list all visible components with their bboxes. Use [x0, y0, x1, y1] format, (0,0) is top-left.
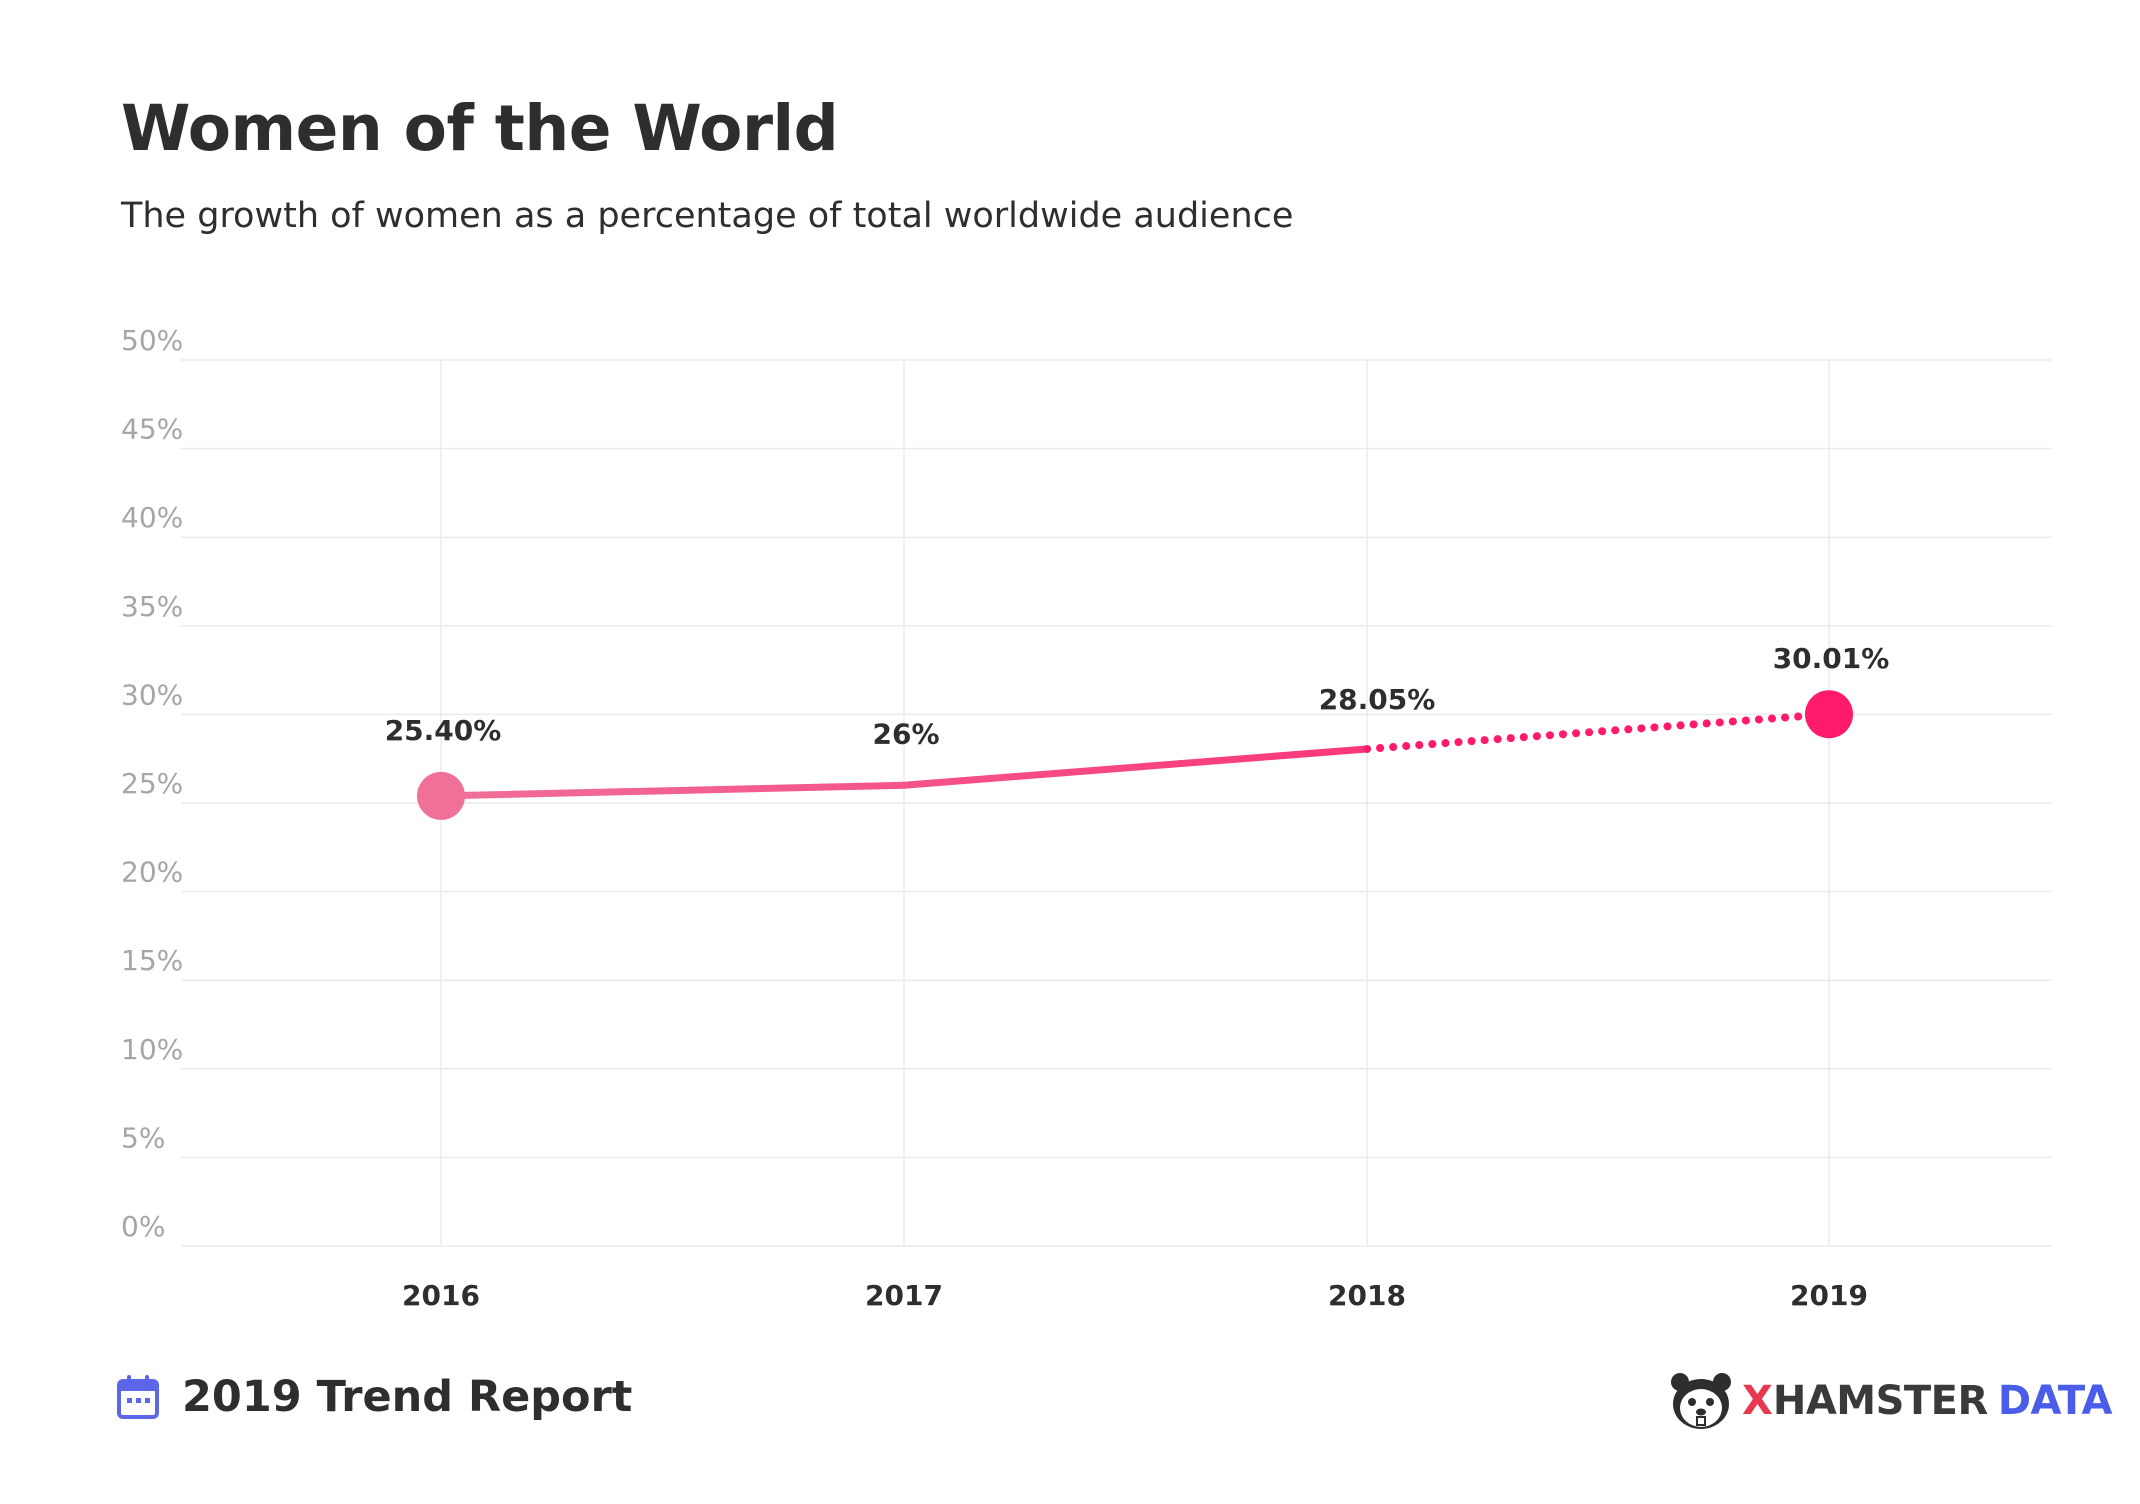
series-markers	[417, 690, 1853, 820]
y-tick-label: 30%	[121, 678, 183, 711]
chart-title: Women of the World	[121, 92, 839, 165]
x-tick-label: 2018	[1328, 1279, 1406, 1312]
calendar-icon	[117, 1375, 159, 1419]
x-tick-label: 2016	[402, 1279, 480, 1312]
data-label: 26%	[872, 717, 939, 750]
x-axis-ticks: 2016 2017 2018 2019	[402, 1279, 1868, 1312]
data-label: 25.40%	[385, 714, 502, 747]
y-tick-label: 45%	[121, 413, 183, 446]
y-tick-label: 0%	[121, 1210, 165, 1243]
data-point-2016	[417, 771, 465, 820]
report-label: 2019 Trend Report	[182, 1372, 633, 1422]
data-label: 30.01%	[1773, 642, 1890, 675]
y-tick-label: 40%	[121, 501, 183, 534]
brand-suffix: DATA	[1997, 1378, 2113, 1424]
y-tick-label: 15%	[121, 944, 183, 977]
hamster-logo-icon	[1671, 1373, 1731, 1429]
data-labels: 25.40% 26% 28.05% 30.01%	[385, 642, 1890, 750]
data-point-2019	[1805, 690, 1853, 739]
y-axis-ticks: 0% 5% 10% 15% 20% 25% 30% 35% 40% 45% 50%	[121, 324, 183, 1243]
brand-name: HAMSTER	[1772, 1378, 1988, 1424]
report-footer: 2019 Trend Report	[116, 1372, 632, 1422]
y-tick-label: 35%	[121, 590, 183, 623]
data-label: 28.05%	[1319, 683, 1436, 716]
chart-subtitle: The growth of women as a percentage of t…	[121, 196, 1294, 236]
series-line	[437, 710, 1833, 800]
y-tick-label: 5%	[121, 1121, 165, 1154]
brand-x: X	[1742, 1378, 1773, 1424]
brand-logo: X HAMSTER DATA	[1668, 1370, 2113, 1432]
line-segment	[437, 781, 908, 800]
y-tick-label: 20%	[121, 856, 183, 889]
y-tick-label: 25%	[121, 767, 183, 800]
x-tick-label: 2019	[1790, 1279, 1868, 1312]
y-tick-label: 50%	[121, 324, 183, 357]
line-segment-dotted	[1363, 710, 1833, 753]
line-segment	[900, 745, 1371, 789]
x-tick-label: 2017	[865, 1279, 943, 1312]
y-gridlines	[181, 359, 2052, 1247]
y-tick-label: 10%	[121, 1033, 183, 1066]
